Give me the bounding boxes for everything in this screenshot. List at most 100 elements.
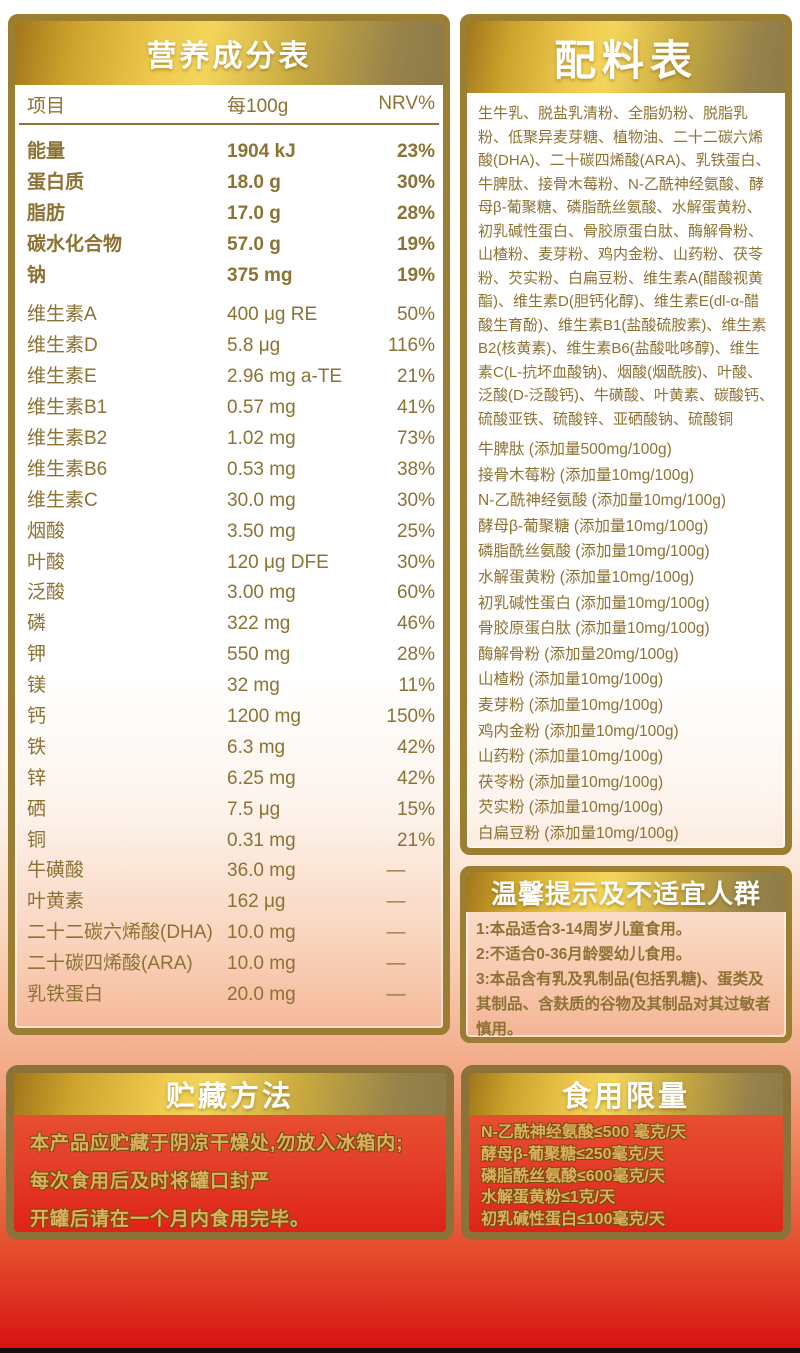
storage-panel: 贮藏方法 本产品应贮藏于阴凉干燥处,勿放入冰箱内; 每次食用后及时将罐口封严 开罐后…	[6, 1065, 454, 1240]
nutrient-name: 蛋白质	[27, 171, 85, 193]
nutrition-row: 铜 0.31 mg 21%	[27, 826, 435, 857]
additive-item: 酵母β-葡聚糖 (添加量10mg/100g)	[478, 517, 709, 535]
ingredients-text: 生牛乳、脱盐乳清粉、全脂奶粉、脱脂乳粉、低聚异麦芽糖、植物油、二十二碳六烯酸(D…	[478, 105, 774, 428]
nutrition-facts-title: 营养成分表	[15, 21, 443, 85]
nutrient-amount: 375 mg	[227, 264, 293, 286]
nutrient-nrv: —	[386, 922, 406, 944]
column-item-label: 项目	[27, 95, 66, 117]
nutrient-nrv: 28%	[396, 644, 435, 666]
nutrient-name: 镁	[27, 675, 47, 697]
tips-body: 1:本品适合3-14周岁儿童食用。 2:不适合0-36月龄婴幼儿食用。 3:本品含有…	[466, 912, 786, 1038]
nutrient-name: 能量	[27, 141, 66, 162]
nutrient-nrv: —	[386, 891, 406, 913]
nutrition-row: 能量 1904 kJ 23%	[27, 137, 435, 168]
nutrient-nrv: 21%	[396, 829, 435, 851]
nutrition-row: 维生素B1 0.57 mg 41%	[27, 393, 435, 424]
nutrition-row: 脂肪 17.0 g 28%	[27, 199, 435, 230]
nutrient-amount: 162 μg	[227, 891, 286, 913]
nutrition-row: 碳水化合物 57.0 g 19%	[27, 230, 435, 261]
tips-line: 1:本品适合3-14周岁儿童食用。	[476, 921, 692, 938]
nutrient-nrv: 19%	[396, 264, 435, 286]
nutrient-nrv: 38%	[396, 458, 435, 480]
nutrient-amount: 30.0 mg	[227, 489, 296, 511]
nutrient-name: 二十二碳六烯酸(DHA)	[27, 922, 213, 944]
additive-item: 牛脾肽 (添加量500mg/100g)	[478, 441, 672, 458]
additive-item: 骨胶原蛋白肽 (添加量10mg/100g)	[478, 620, 710, 638]
nutrient-nrv: 150%	[386, 706, 435, 728]
storage-line: 开罐后请在一个月内食用完毕。	[30, 1209, 311, 1230]
nutrition-row: 钙 1200 mg 150%	[27, 702, 435, 733]
limits-body-background: 食用限量 N-乙酰神经氨酸≤500 毫克/天 酵母β-葡聚糖≤250毫克/天 磷脂酰…	[469, 1073, 783, 1232]
bottom-black-strip	[0, 1348, 800, 1353]
storage-body-background: 贮藏方法 本产品应贮藏于阴凉干燥处,勿放入冰箱内; 每次食用后及时将罐口封严 开罐后…	[14, 1073, 446, 1232]
nutrient-amount: 5.8 μg	[227, 335, 281, 357]
nutrient-nrv: 30%	[396, 489, 435, 511]
nutrient-amount: 400 μg RE	[227, 304, 318, 326]
nutrient-name: 维生素A	[27, 304, 97, 326]
additive-item: 麦芽粉 (添加量10mg/100g)	[478, 696, 664, 714]
additive-item: 接骨木莓粉 (添加量10mg/100g)	[478, 466, 695, 484]
nutrient-name: 钾	[27, 644, 47, 666]
limits-title: 食用限量	[469, 1073, 783, 1115]
nutrition-row: 钾 550 mg 28%	[27, 640, 435, 671]
nutrient-amount: 322 mg	[227, 613, 291, 635]
nutrient-amount: 57.0 g	[227, 233, 281, 255]
tips-panel: 温馨提示及不适宜人群 1:本品适合3-14周岁儿童食用。 2:不适合0-36月龄婴…	[460, 866, 792, 1043]
nutrient-amount: 32 mg	[227, 675, 280, 697]
nutrient-nrv: —	[386, 860, 406, 882]
nutrient-amount: 10.0 mg	[227, 922, 296, 944]
additive-item: 磷脂酰丝氨酸 (添加量10mg/100g)	[478, 543, 710, 561]
limit-line: 磷脂酰丝氨酸≤600毫克/天	[481, 1167, 665, 1185]
additive-item: 白扁豆粉 (添加量10mg/100g)	[478, 824, 679, 842]
nutrition-row: 维生素B2 1.02 mg 73%	[27, 424, 435, 455]
nutrient-amount: 18.0 g	[227, 171, 281, 193]
ingredients-panel: 配料表 生牛乳、脱盐乳清粉、全脂奶粉、脱脂乳粉、低聚异麦芽糖、植物油、二十二碳六…	[460, 14, 792, 855]
header-divider	[19, 123, 439, 125]
storage-line: 本产品应贮藏于阴凉干燥处,勿放入冰箱内;	[30, 1133, 404, 1154]
nutrient-nrv: 46%	[396, 613, 435, 635]
nutrition-row: 硒 7.5 μg 15%	[27, 795, 435, 826]
nutrient-name: 钙	[27, 706, 47, 728]
nutrient-nrv: 11%	[398, 675, 435, 697]
nutrition-row: 维生素E 2.96 mg a-TE 21%	[27, 362, 435, 393]
nutrition-row: 叶酸 120 μg DFE 30%	[27, 548, 435, 579]
nutrient-nrv: 42%	[396, 736, 435, 758]
nutrition-column-header: 项目 每100g NRV%	[15, 85, 443, 123]
nutrition-row: 二十碳四烯酸(ARA) 10.0 mg —	[27, 949, 435, 980]
tips-line: 3:本品含有乳及乳制品(包括乳糖)、蛋类及其制品、含麸质的谷物及其制品对其过敏者…	[476, 971, 771, 1038]
nutrient-nrv: 41%	[396, 397, 435, 419]
nutrition-row: 叶黄素 162 μg —	[27, 887, 435, 918]
additive-item: 鸡内金粉 (添加量10mg/100g)	[478, 722, 679, 740]
nutrient-amount: 550 mg	[227, 644, 291, 666]
nutrient-name: 碳水化合物	[27, 233, 123, 255]
nutrition-row: 锌 6.25 mg 42%	[27, 764, 435, 795]
nutrient-name: 维生素D	[27, 335, 98, 357]
nutrition-row: 钠 375 mg 19%	[27, 261, 435, 292]
nutrition-row: 维生素A 400 μg RE 50%	[27, 300, 435, 331]
nutrient-nrv: 42%	[396, 767, 435, 789]
nutrient-amount: 3.50 mg	[227, 520, 296, 542]
nutrient-amount: 7.5 μg	[227, 798, 281, 820]
nutrient-nrv: 30%	[396, 171, 435, 193]
nutrient-nrv: 25%	[396, 520, 435, 542]
nutrient-nrv: —	[386, 984, 406, 1006]
tips-title: 温馨提示及不适宜人群	[466, 872, 786, 912]
nutrient-name: 铜	[27, 829, 47, 851]
nutrition-row: 维生素D 5.8 μg 116%	[27, 331, 435, 362]
nutrient-name: 烟酸	[27, 520, 66, 542]
nutrient-name: 叶酸	[27, 551, 66, 573]
nutrient-amount: 20.0 mg	[227, 984, 296, 1006]
additive-item: 酶解骨粉 (添加量20mg/100g)	[478, 645, 679, 663]
additive-item: 山楂粉 (添加量10mg/100g)	[478, 671, 664, 689]
nutrient-amount: 1.02 mg	[227, 428, 296, 450]
nutrient-name: 维生素B6	[27, 458, 108, 480]
limit-line: 水解蛋黄粉≤1克/天	[481, 1189, 616, 1207]
nutrient-name: 锌	[27, 767, 47, 789]
nutrition-row: 乳铁蛋白 20.0 mg —	[27, 980, 435, 1011]
consumption-limits-panel: 食用限量 N-乙酰神经氨酸≤500 毫克/天 酵母β-葡聚糖≤250毫克/天 磷脂酰…	[461, 1065, 791, 1240]
nutrition-row: 镁 32 mg 11%	[27, 671, 435, 702]
additive-item: N-乙酰神经氨酸 (添加量10mg/100g)	[478, 492, 727, 510]
nutrient-name: 硒	[27, 798, 47, 820]
storage-body: 本产品应贮藏于阴凉干燥处,勿放入冰箱内; 每次食用后及时将罐口封严 开罐后请在一个月…	[14, 1115, 446, 1232]
nutrition-facts-panel: 营养成分表 项目 每100g NRV% 能量 1904 kJ 23% 蛋白质 18.0 …	[8, 14, 450, 1035]
